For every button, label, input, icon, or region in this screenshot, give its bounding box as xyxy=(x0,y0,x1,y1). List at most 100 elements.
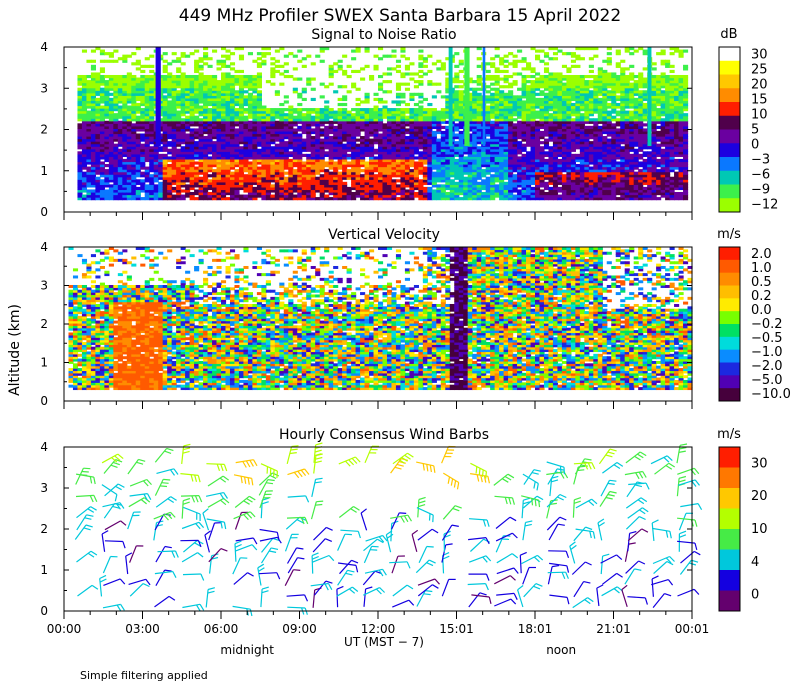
heatmap-cell xyxy=(167,191,173,196)
heatmap-cell xyxy=(490,82,496,86)
heatmap-cell xyxy=(530,166,536,170)
heatmap-cell xyxy=(265,52,271,56)
heatmap-cell xyxy=(301,166,307,170)
heatmap-cell xyxy=(229,100,236,104)
heatmap-cell xyxy=(243,146,249,150)
heatmap-cell xyxy=(104,82,110,86)
heatmap-cell xyxy=(207,166,213,170)
heatmap-cell xyxy=(243,118,249,122)
heatmap-cell xyxy=(256,72,262,76)
heatmap-cell xyxy=(301,118,307,122)
heatmap-cell xyxy=(283,171,289,175)
heatmap-cell xyxy=(360,161,366,165)
heatmap-cell xyxy=(167,169,173,173)
heatmap-cell xyxy=(203,87,209,91)
heatmap-cell xyxy=(373,115,379,119)
heatmap-cell xyxy=(135,164,141,168)
heatmap-cell xyxy=(490,148,496,152)
heatmap-cell xyxy=(99,164,105,168)
heatmap-cell xyxy=(171,174,177,178)
heatmap-cell xyxy=(360,143,366,147)
heatmap-cell xyxy=(467,153,473,157)
heatmap-cell xyxy=(252,189,258,193)
heatmap-cell xyxy=(256,128,262,132)
heatmap-cell xyxy=(360,194,366,198)
heatmap-cell xyxy=(526,125,532,129)
heatmap-cell xyxy=(503,97,509,102)
heatmap-cell xyxy=(185,105,191,109)
heatmap-cell xyxy=(472,146,478,150)
heatmap-cell xyxy=(301,174,307,178)
heatmap-cell xyxy=(162,136,168,140)
heatmap-cell xyxy=(198,164,204,168)
heatmap-cell xyxy=(395,174,402,178)
heatmap-cell xyxy=(252,143,258,147)
heatmap-cell xyxy=(229,138,236,142)
heatmap-cell xyxy=(256,136,262,140)
heatmap-cell xyxy=(283,115,289,119)
heatmap-cell xyxy=(503,64,509,68)
heatmap-cell xyxy=(207,57,213,61)
heatmap-cell xyxy=(189,156,195,160)
heatmap-cell xyxy=(229,80,236,84)
heatmap-cell xyxy=(369,184,375,188)
heatmap-cell xyxy=(131,166,137,170)
heatmap-cell xyxy=(369,176,375,180)
heatmap-cell xyxy=(99,59,105,63)
heatmap-cell xyxy=(413,164,419,168)
heatmap-cell xyxy=(229,153,236,157)
heatmap-cell xyxy=(95,186,101,191)
heatmap-cell xyxy=(373,156,379,160)
heatmap-cell xyxy=(499,164,505,168)
heatmap-cell xyxy=(185,184,191,188)
heatmap-cell xyxy=(499,189,505,193)
heatmap-cell xyxy=(135,166,141,170)
heatmap-cell xyxy=(207,136,213,140)
heatmap-cell xyxy=(458,69,464,74)
heatmap-cell xyxy=(99,153,105,157)
heatmap-cell xyxy=(274,164,280,168)
heatmap-cell xyxy=(104,197,110,201)
heatmap-cell xyxy=(180,92,186,96)
heatmap-cell xyxy=(463,191,469,196)
heatmap-cell xyxy=(81,153,88,157)
heatmap-cell xyxy=(454,151,460,155)
heatmap-cell xyxy=(499,62,505,66)
heatmap-cell xyxy=(158,189,164,193)
heatmap-cell xyxy=(90,143,96,147)
heatmap-cell xyxy=(221,82,227,86)
heatmap-cell xyxy=(427,191,433,196)
heatmap-cell xyxy=(535,189,541,193)
heatmap-cell xyxy=(530,74,536,79)
heatmap-cell xyxy=(117,57,123,61)
heatmap-cell xyxy=(324,194,330,198)
heatmap-cell xyxy=(472,97,478,102)
heatmap-cell xyxy=(207,118,213,122)
heatmap-cell xyxy=(503,174,509,178)
heatmap-cell xyxy=(517,184,523,188)
heatmap-cell xyxy=(378,181,384,185)
heatmap-cell xyxy=(413,143,419,147)
heatmap-cell xyxy=(543,169,550,173)
heatmap-cell xyxy=(440,191,446,196)
heatmap-cell xyxy=(99,118,105,122)
heatmap-cell xyxy=(427,123,433,127)
heatmap-cell xyxy=(512,80,518,84)
heatmap-cell xyxy=(158,191,164,196)
heatmap-cell xyxy=(306,158,312,163)
heatmap-cell xyxy=(189,87,195,91)
heatmap-cell xyxy=(198,92,204,96)
heatmap-cell xyxy=(508,62,514,66)
heatmap-cell xyxy=(521,92,527,96)
heatmap-cell xyxy=(355,133,361,137)
heatmap-cell xyxy=(503,113,509,117)
heatmap-cell xyxy=(539,97,545,102)
heatmap-cell xyxy=(386,72,393,76)
heatmap-cell xyxy=(144,146,150,150)
heatmap-cell xyxy=(198,113,204,117)
heatmap-cell xyxy=(543,166,550,170)
heatmap-cell xyxy=(171,161,177,165)
heatmap-cell xyxy=(225,105,231,109)
heatmap-cell xyxy=(203,181,209,185)
heatmap-cell xyxy=(131,100,137,104)
